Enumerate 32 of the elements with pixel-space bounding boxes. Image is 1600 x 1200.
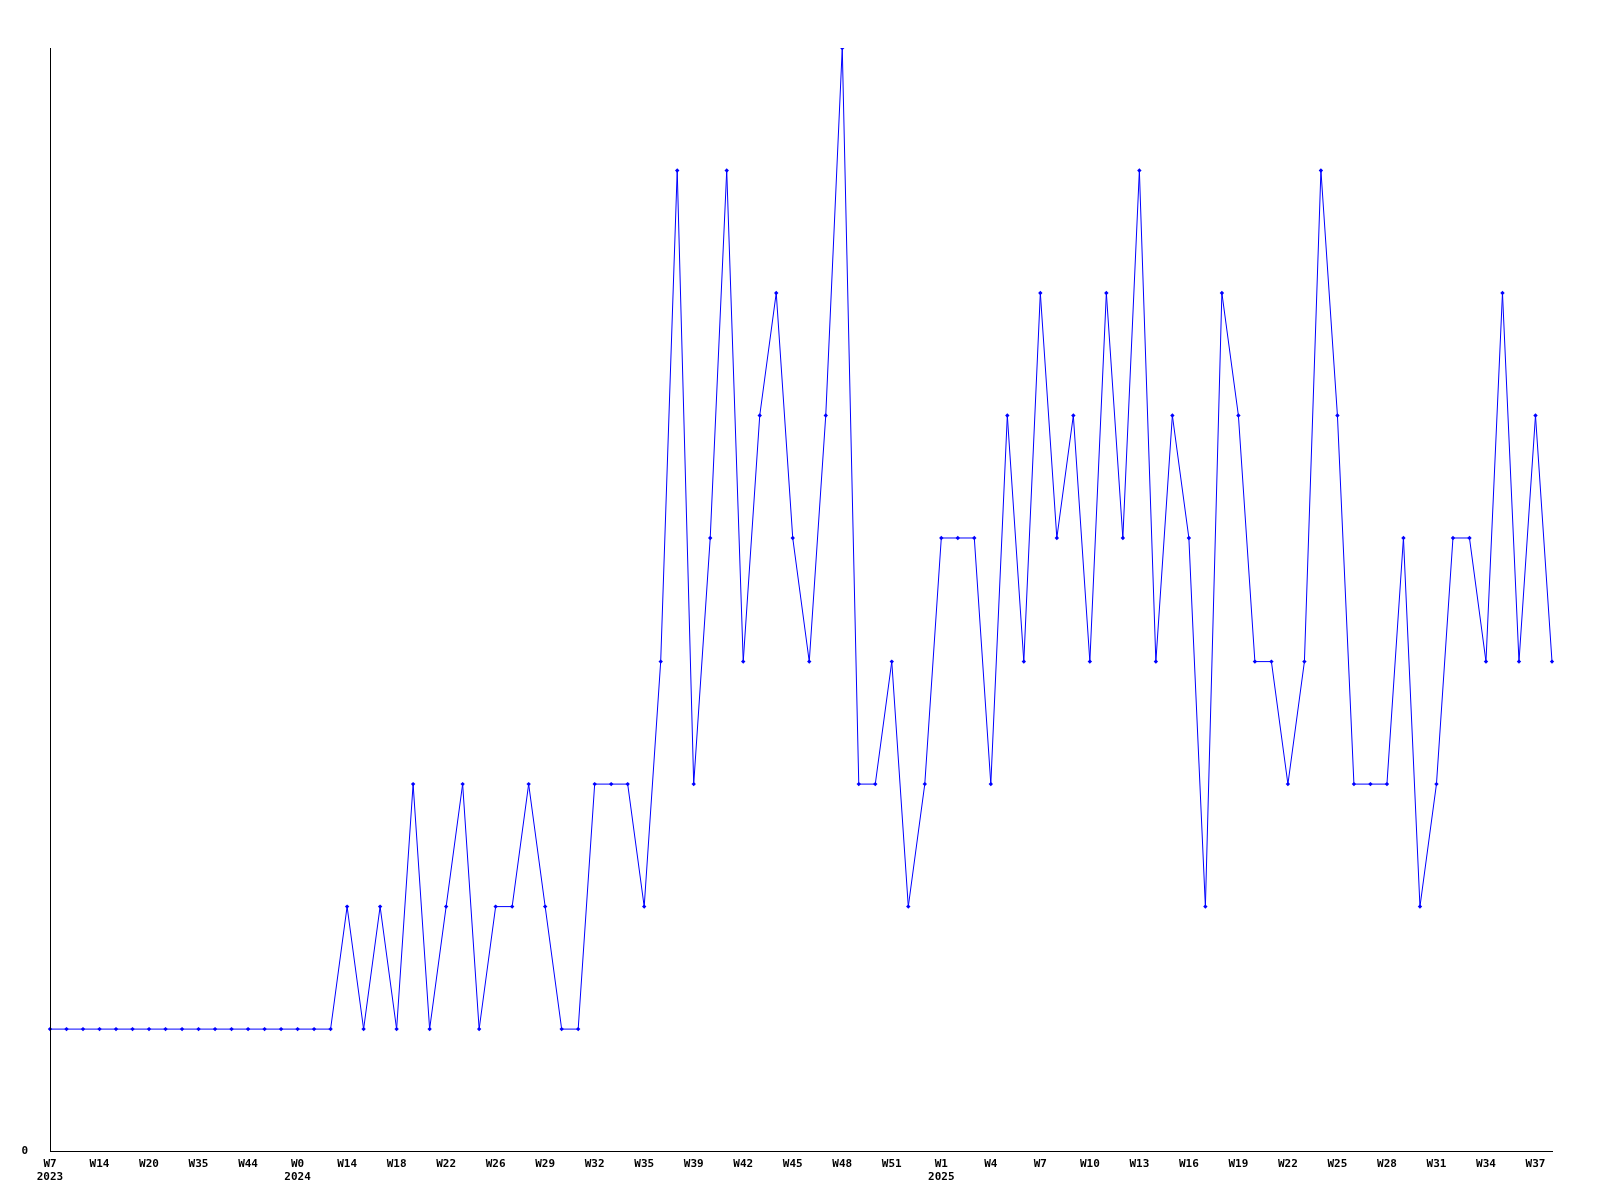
x-tick-label: W25	[1327, 1157, 1348, 1171]
x-tick-label: W7	[1033, 1157, 1047, 1171]
x-tick-label: W32	[584, 1157, 605, 1171]
x-tick-label: W34	[1476, 1157, 1497, 1171]
x-tick-label: W48	[832, 1157, 853, 1171]
x-tick-label: W20	[139, 1157, 159, 1171]
x-tick-label: W26	[485, 1157, 506, 1171]
x-tick-label: W7 2023	[36, 1157, 64, 1184]
x-tick-label: W0 2024	[284, 1157, 312, 1184]
x-tick-label: W10	[1079, 1157, 1100, 1171]
x-tick-label: W42	[733, 1157, 754, 1171]
x-tick-label: W39	[683, 1157, 704, 1171]
x-tick-label: W18	[386, 1157, 407, 1171]
x-tick-label: W37	[1525, 1157, 1546, 1171]
x-tick-label: W22	[436, 1157, 457, 1171]
x-tick-label: W28	[1377, 1157, 1397, 1171]
x-tick-label: W31	[1426, 1157, 1447, 1171]
x-tick-label: W22	[1277, 1157, 1298, 1171]
x-tick-label: W51	[881, 1157, 903, 1171]
x-tick-label: W19	[1228, 1157, 1249, 1171]
x-tick-label: W14	[337, 1157, 358, 1171]
x-tick-label: W16	[1178, 1157, 1200, 1171]
x-tick-label: W13	[1129, 1157, 1150, 1171]
x-tick-label: W14	[89, 1157, 110, 1171]
x-tick-label: W35	[634, 1157, 655, 1171]
text: 0	[21, 1144, 28, 1158]
x-tick-label: W45	[782, 1157, 803, 1171]
x-tick-label: W1 2025	[928, 1157, 955, 1184]
x-tick-label: W4	[984, 1157, 998, 1171]
x-tick-label: W29	[535, 1157, 556, 1171]
x-tick-label: W35	[188, 1157, 209, 1171]
x-tick-label: W44	[238, 1157, 259, 1171]
